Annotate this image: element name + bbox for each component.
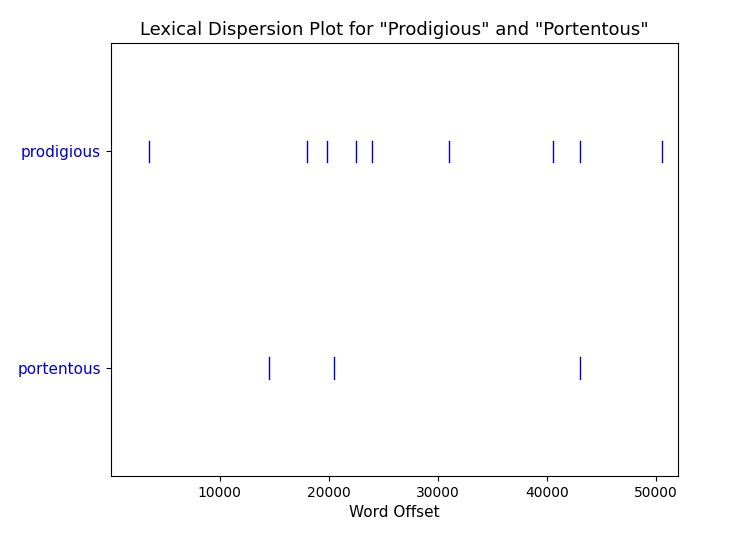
Title: Lexical Dispersion Plot for "Prodigious" and "Portentous": Lexical Dispersion Plot for "Prodigious"… [140,21,649,39]
X-axis label: Word Offset: Word Offset [349,505,439,520]
